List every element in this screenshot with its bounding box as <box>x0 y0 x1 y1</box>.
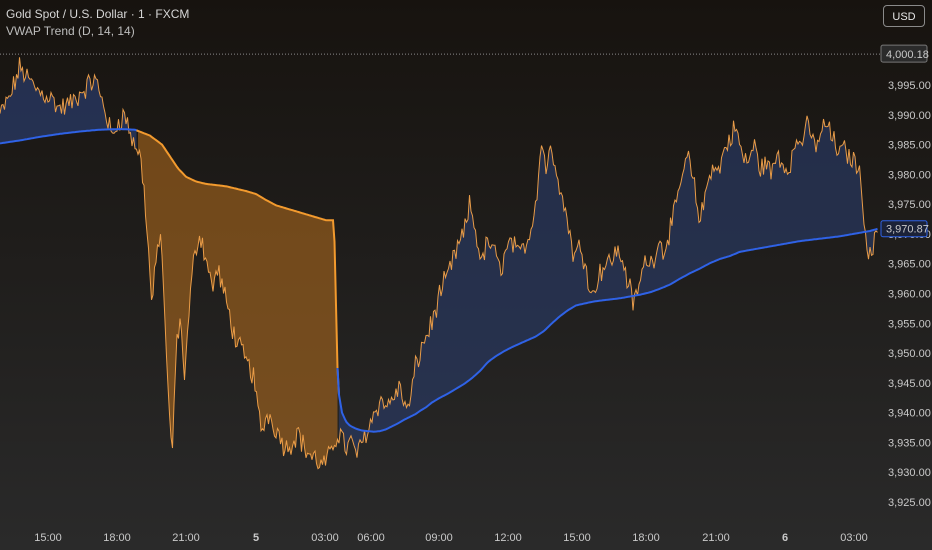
vwap-marker-tag <box>880 220 928 238</box>
symbol-title[interactable]: Gold Spot / U.S. Dollar · 1 · FXCM <box>6 7 190 21</box>
x-tick-label: 03:00 <box>311 532 339 544</box>
y-tick-label: 3,940.00 <box>888 408 931 420</box>
vwap-line-bullish <box>0 128 139 145</box>
price-marker-label: 4,000.18 <box>886 49 929 61</box>
y-tick-label: 3,935.00 <box>888 437 931 449</box>
y-tick-label: 3,995.00 <box>888 80 931 92</box>
y-tick-label: 3,955.00 <box>888 318 931 330</box>
indicator-legend[interactable]: VWAP Trend (D, 14, 14) <box>6 24 135 38</box>
series-lines <box>0 57 878 470</box>
axis-value-tags: 4,000.18 3,970.87 <box>880 44 929 238</box>
y-tick-label: 3,985.00 <box>888 140 931 152</box>
y-tick-label: 3,925.00 <box>888 497 931 509</box>
x-tick-label: 18:00 <box>103 532 131 544</box>
y-tick-label: 3,930.00 <box>888 467 931 479</box>
bullish-fill-area <box>339 115 878 458</box>
x-tick-label: 6 <box>782 532 788 544</box>
vwap-line-bullish <box>336 227 878 433</box>
y-tick-label: 3,980.00 <box>888 169 931 181</box>
currency-button[interactable]: USD <box>883 5 925 27</box>
price-series-line <box>0 57 878 470</box>
bearish-fill-area <box>138 130 338 469</box>
y-tick-label: 3,945.00 <box>888 378 931 390</box>
x-tick-label: 03:00 <box>840 532 868 544</box>
y-tick-label: 3,950.00 <box>888 348 931 360</box>
x-tick-label: 21:00 <box>172 532 200 544</box>
x-tick-label: 12:00 <box>494 532 522 544</box>
x-tick-label: 15:00 <box>34 532 62 544</box>
price-axis[interactable]: 3,995.00 3,990.00 3,985.00 3,980.00 3,975.00… <box>888 80 931 509</box>
vwap-fill-areas <box>0 57 878 469</box>
time-axis[interactable]: 15:00 18:00 21:00 5 03:00 06:00 09:00 12:00 15:0… <box>34 532 868 544</box>
x-tick-label: 21:00 <box>702 532 730 544</box>
vwap-line-bearish <box>136 129 340 395</box>
y-tick-label: 3,990.00 <box>888 110 931 122</box>
x-tick-label: 06:00 <box>357 532 385 544</box>
x-tick-label: 15:00 <box>563 532 591 544</box>
y-tick-label: 3,975.00 <box>888 199 931 211</box>
x-tick-label: 18:00 <box>632 532 660 544</box>
x-tick-label: 09:00 <box>425 532 453 544</box>
x-tick-label: 5 <box>253 532 259 544</box>
vwap-marker-label: 3,970.87 <box>886 224 929 236</box>
price-marker-tag <box>880 44 928 63</box>
y-tick-label: 3,965.00 <box>888 259 931 271</box>
y-tick-label: 3,960.00 <box>888 289 931 301</box>
